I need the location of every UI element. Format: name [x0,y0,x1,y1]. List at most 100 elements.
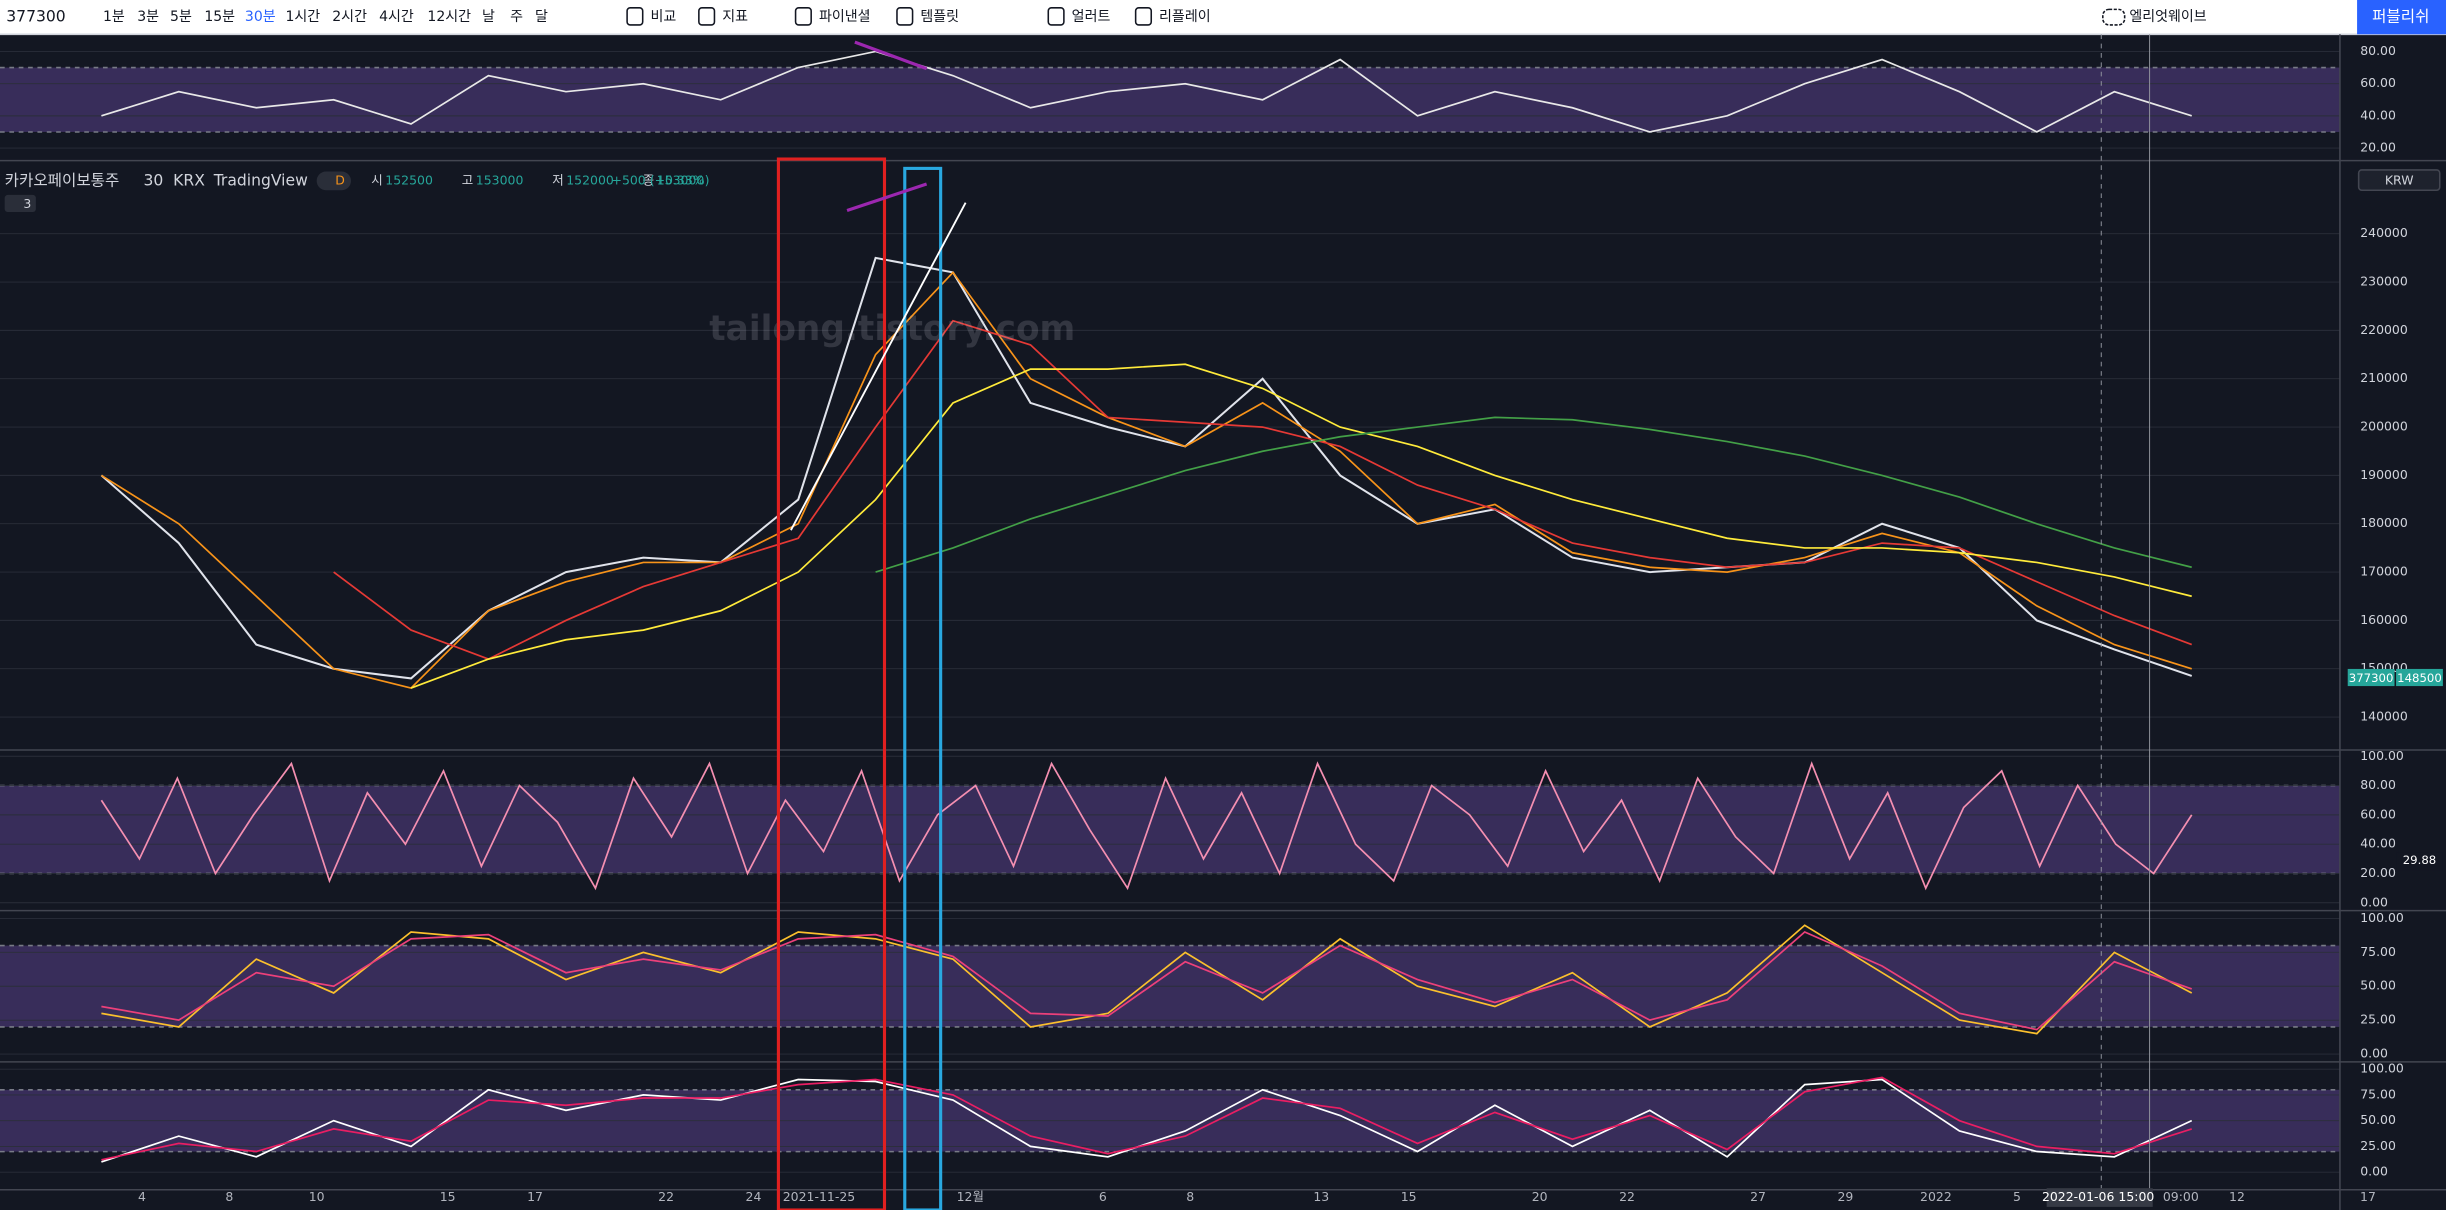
x-tick-label: 20 [1532,1189,1548,1204]
series-line [100,271,2192,690]
x-tick-label: 10 [309,1189,325,1204]
series-line [101,1076,2192,1161]
y-tick-label: 180000 [2360,515,2408,530]
interval-button[interactable]: 날 [482,9,495,25]
tool-icon [794,7,812,26]
tool-button[interactable]: 템플릿 [920,9,959,25]
currency-bg [2357,169,2441,192]
y-tick-label: 0.00 [2360,1164,2388,1179]
y-tick-label: 0.00 [2360,1046,2388,1061]
x-tick-label: 15 [1401,1189,1417,1204]
tool-button[interactable]: 리플레이 [1159,9,1211,25]
drawn-box-blue [903,166,943,1210]
y-tick-label: 200000 [2360,419,2408,434]
ohlc-value: 152500 [385,172,433,187]
ohlc-label: 저 [552,172,563,187]
tool-button[interactable]: 파이낸셜 [819,9,871,25]
y-tick-label: 100.00 [2360,910,2404,925]
legend-badge: D [335,172,345,187]
series-line [875,416,2192,573]
interval-button[interactable]: 30분 [245,9,276,25]
indicator-value-tag: 29.88 [2403,853,2436,867]
drawn-divergence [846,182,928,212]
series-line [410,363,2192,689]
drawn-box-red [776,157,887,1210]
x-tick-label: 8 [225,1189,233,1204]
publish-label[interactable]: 퍼블리쉬 [2372,8,2429,26]
indicator-band [0,67,2340,132]
x-tick-label: 22 [1619,1189,1635,1204]
y-tick-label: 170000 [2360,564,2408,579]
x-tick-label: 2022-01-06 15:00 [2042,1189,2154,1204]
x-tick-label: 5 [2013,1189,2021,1204]
y-tick-label: 220000 [2360,322,2408,337]
symbol: 377300 [6,8,65,26]
y-tick-label: 60.00 [2360,75,2396,90]
tool-icon [626,7,644,26]
x-tick-label: 22 [658,1189,674,1204]
interval-button[interactable]: 주 [510,9,523,25]
stoch-tag-bg [2396,852,2443,871]
x-tick-label: 09:00 [2163,1189,2199,1204]
y-tick-label: 80.00 [2360,43,2396,58]
interval-button[interactable]: 달 [535,9,548,25]
y-tick-label: 80.00 [2360,777,2396,792]
publish-button[interactable] [2357,0,2446,35]
ohlc-label: 시 [371,172,382,187]
interval-button[interactable]: 12시간 [427,9,471,25]
layout-icon [2102,8,2126,26]
legend-change: +500 (+0.33%) [612,172,710,187]
y-tick-label: 210000 [2360,370,2408,385]
tool-icon [896,7,914,26]
interval-button[interactable]: 2시간 [332,9,367,25]
x-tick-label: 4 [138,1189,146,1204]
x-tick-label: 17 [527,1189,543,1204]
interval-button[interactable]: 1시간 [285,9,320,25]
interval-button[interactable]: 4시간 [379,9,414,25]
y-tick-label: 190000 [2360,467,2408,482]
indicator-band [0,785,2340,874]
layout-name[interactable]: 엘리엇웨이브 [2129,9,2206,25]
y-tick-label: 75.00 [2360,1086,2396,1101]
tool-button[interactable]: 지표 [722,9,748,25]
x-tick-label: 15 [440,1189,456,1204]
interval-button[interactable]: 15분 [204,9,235,25]
y-tick-label: 160000 [2360,612,2408,627]
y-tick-label: 100.00 [2360,1061,2404,1076]
symbol-tag-bg [2347,668,2395,687]
y-tick-label: 25.00 [2360,1138,2396,1153]
y-tick-label: 40.00 [2360,836,2396,851]
tool-button[interactable]: 비교 [650,9,676,25]
series-line [101,930,2193,1031]
x-tick-label: 27 [1750,1189,1766,1204]
y-tick-label: 100.00 [2360,748,2404,763]
interval-button[interactable]: 3분 [137,9,159,25]
price-tag-bg [2396,668,2443,687]
x-tick-label: 12 [2229,1189,2245,1204]
watermark: tailong.tistory.com [709,309,1075,349]
currency: KRW [2385,172,2414,187]
collapse-bg [4,194,36,213]
series-line [333,319,2193,661]
y-tick-label: 50.00 [2360,978,2396,993]
ohlc-label: 고 [462,172,473,187]
y-tick-label: 75.00 [2360,944,2396,959]
price-tag: 148500 [2397,671,2442,685]
tool-button[interactable]: 얼러트 [1072,9,1111,25]
interval-button[interactable]: 1분 [103,9,125,25]
drawn-divergence [854,40,928,71]
y-tick-label: 60.00 [2360,806,2396,821]
tool-icon [1134,7,1153,26]
y-tick-label: 40.00 [2360,107,2396,122]
ohlc-label: 종 [643,172,654,187]
y-tick-label: 50.00 [2360,1112,2396,1127]
drawn-trend [790,202,967,531]
interval-button[interactable]: 5분 [170,9,192,25]
series-line [101,50,2192,133]
x-tick-label: 29 [1837,1189,1853,1204]
legend-interval: 30 [144,171,164,189]
ohlc-value: 152000 [566,172,614,187]
x-tick-label: 6 [1099,1189,1107,1204]
